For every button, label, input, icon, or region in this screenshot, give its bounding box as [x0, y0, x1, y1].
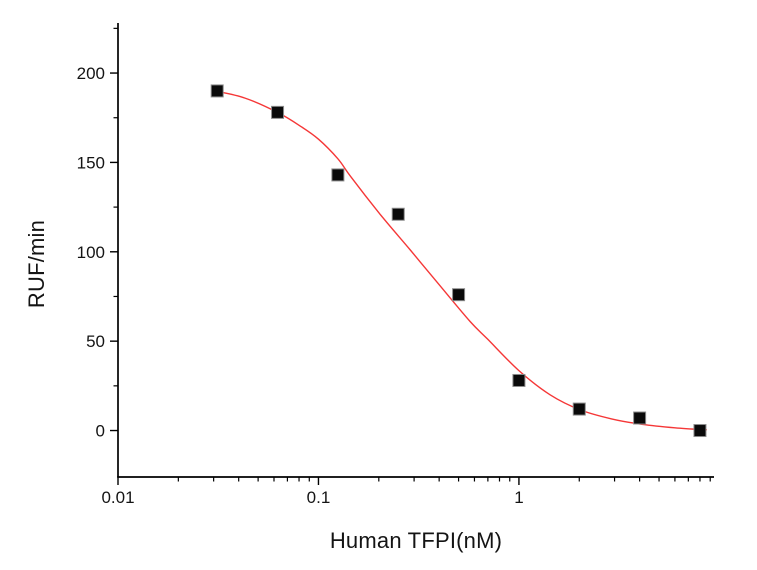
data-point-marker: [271, 105, 285, 119]
data-point-marker: [572, 402, 586, 416]
y-tick-label: 200: [77, 64, 105, 83]
x-tick-label: 0.01: [101, 488, 134, 507]
fit-curve-line: [214, 90, 707, 431]
data-point-marker: [210, 84, 224, 98]
x-tick-label: 1: [514, 488, 523, 507]
y-axis-title: RUF/min: [24, 219, 49, 309]
y-tick-label: 100: [77, 243, 105, 262]
data-point-marker: [391, 207, 405, 221]
data-point-marker: [693, 424, 707, 438]
data-point-marker: [512, 373, 526, 387]
data-point-marker: [331, 168, 345, 182]
x-axis-title: Human TFPI(nM): [329, 528, 503, 553]
y-tick-label: 50: [86, 332, 105, 351]
data-point-marker: [452, 288, 466, 302]
x-tick-label: 0.1: [307, 488, 331, 507]
data-point-marker: [633, 411, 647, 425]
y-tick-label: 150: [77, 153, 105, 172]
y-tick-label: 0: [96, 422, 105, 441]
